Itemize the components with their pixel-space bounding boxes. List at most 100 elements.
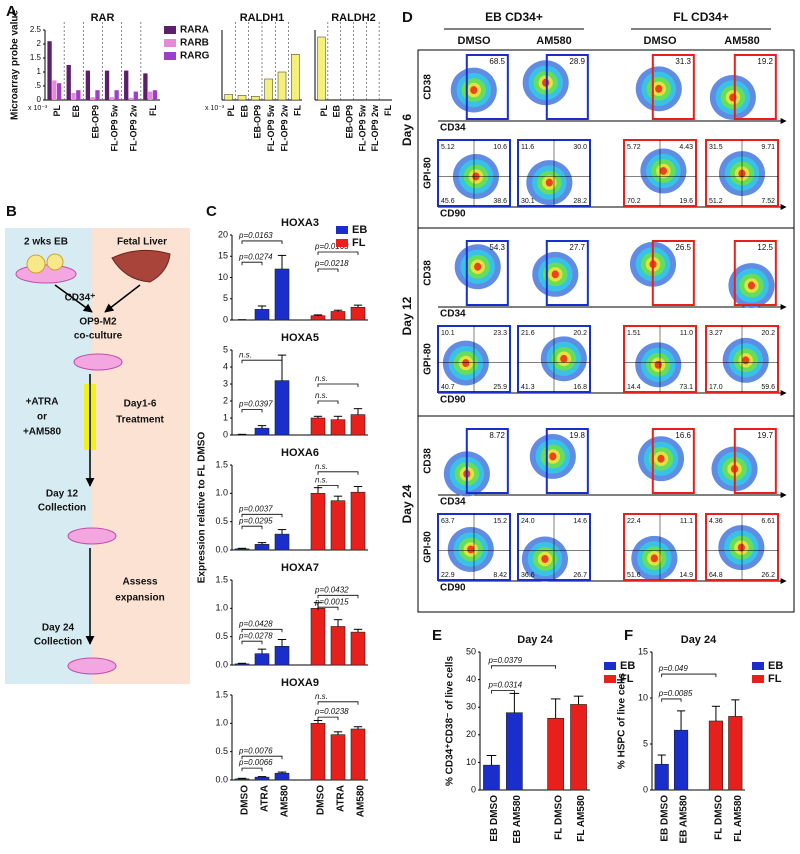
x-tick-label: EB DMSO	[489, 795, 500, 842]
bar	[673, 729, 689, 791]
legend-label: FL	[352, 237, 366, 249]
event-density	[549, 452, 557, 461]
gate	[545, 240, 589, 306]
y-tick-label: 5	[223, 293, 228, 303]
event-density	[742, 356, 750, 365]
error-bar	[257, 542, 267, 545]
quadrant-value: 15.2	[493, 518, 507, 525]
bar	[277, 71, 287, 101]
quadrant-value: 20.2	[761, 330, 775, 337]
gate-value: 54.3	[489, 243, 505, 252]
x-tick-label: FL-OP9 2w	[279, 104, 289, 152]
quadrant-value: 26.7	[573, 572, 587, 579]
y-tick-label: 2	[37, 39, 42, 48]
annotation: n.s.	[315, 374, 328, 383]
legend-swatch	[604, 675, 616, 683]
annotation: p=0.0085	[658, 689, 693, 698]
label: +ATRA	[26, 397, 59, 408]
dish	[67, 527, 117, 545]
legend-swatch	[164, 39, 176, 47]
axis-note: x 10⁻³	[28, 105, 48, 112]
y-tick-label: 1.0	[215, 488, 228, 498]
error-bar	[333, 731, 343, 735]
bar	[234, 778, 250, 781]
quadrant-value: 26.2	[761, 572, 775, 579]
label: Treatment	[116, 415, 164, 426]
quadrant-value: 30.0	[573, 144, 587, 151]
y-axis-label: % HSPC of live cells	[617, 672, 628, 769]
error-bar	[333, 309, 343, 312]
bar	[254, 427, 270, 436]
x-tick-label: EB-OP9	[90, 105, 100, 139]
chart-title: HOXA6	[281, 447, 319, 459]
x-tick-label: EB	[332, 105, 342, 118]
axis-note: x 10⁻³	[205, 105, 225, 112]
gate	[545, 54, 589, 120]
gate-value: 19.7	[757, 431, 773, 440]
y-tick-label: 20	[218, 229, 228, 239]
quadrant-value: 22.9	[441, 572, 455, 579]
y-tick-label: 1.5	[215, 689, 228, 699]
quadrant-value: 64.8	[709, 572, 723, 579]
quadrant-value: 3.27	[709, 330, 723, 337]
gate	[465, 54, 509, 120]
condition-header: DMSO	[458, 35, 491, 47]
y-tick-label: 0.5	[215, 746, 228, 756]
bar	[71, 93, 76, 100]
event-density	[551, 270, 559, 279]
bar	[274, 268, 290, 321]
error-bar	[237, 662, 247, 664]
annotation: p=0.0163	[238, 231, 273, 240]
bar	[330, 311, 346, 321]
x-axis-label: CD90	[440, 395, 466, 406]
annotation: n.s.	[239, 350, 252, 359]
y-axis-label: GPI-80	[423, 157, 434, 189]
flow-frame	[417, 49, 795, 613]
label: expansion	[115, 593, 164, 604]
annotation: p=0.0066	[238, 758, 273, 767]
legend-swatch	[604, 662, 616, 670]
error-bar	[277, 639, 287, 647]
bracket	[317, 485, 339, 489]
quadrant-value: 1.51	[627, 330, 641, 337]
annotation: p=0.0015	[314, 597, 349, 606]
y-tick-label: 10	[638, 692, 648, 702]
bar	[124, 70, 129, 100]
annotation: p=0.0278	[238, 631, 273, 640]
bar	[66, 65, 71, 100]
annotation: p=0.0397	[238, 400, 273, 409]
bracket	[241, 640, 263, 645]
quadrant-value: 10.1	[441, 330, 455, 337]
gate	[733, 428, 777, 494]
bracket	[491, 690, 515, 694]
quadrant-value: 11.0	[680, 330, 693, 337]
quadrant-value: 40.7	[441, 384, 455, 391]
gate	[545, 428, 589, 494]
gate	[733, 240, 777, 306]
gate-value: 27.7	[569, 243, 585, 252]
bar	[133, 91, 138, 100]
bar	[483, 764, 500, 791]
annotation: p=0.0428	[238, 619, 273, 628]
error-bar	[353, 304, 363, 308]
label: co-culture	[74, 331, 123, 342]
gate	[651, 240, 695, 306]
bar	[251, 96, 260, 101]
annotation: p=0.0432	[314, 585, 349, 594]
gate-value: 12.5	[757, 243, 773, 252]
legend-swatch	[164, 26, 176, 34]
bracket	[317, 606, 339, 611]
annotation: p=0.0379	[487, 656, 522, 665]
quadrant-value: 14.9	[679, 572, 693, 579]
annotation: n.s.	[315, 462, 328, 471]
eb-icon	[46, 253, 64, 271]
legend-swatch	[164, 52, 176, 60]
x-axis-label: CD90	[440, 209, 466, 220]
bar	[148, 91, 153, 100]
dish	[15, 264, 77, 284]
chart-title: HOXA5	[281, 332, 319, 344]
y-tick-label: 2	[223, 395, 228, 405]
error-bar	[257, 425, 267, 429]
dish	[67, 657, 117, 675]
legend-label: RARB	[180, 38, 209, 49]
